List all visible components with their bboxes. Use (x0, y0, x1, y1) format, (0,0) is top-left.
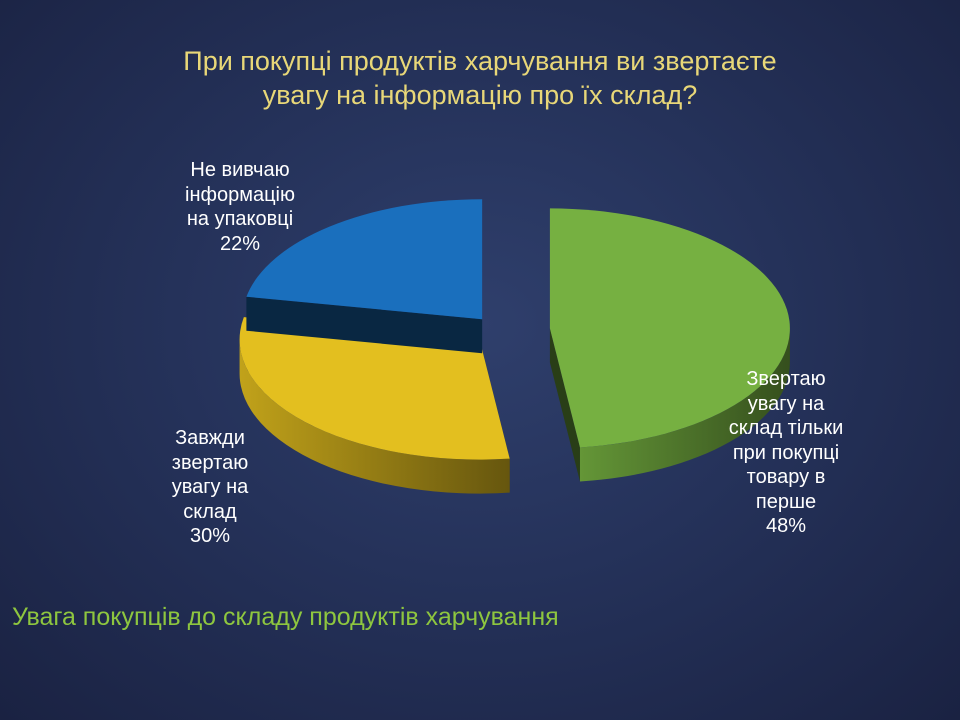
pie-slice-blue (246, 199, 483, 354)
chart-title-line-1: При покупці продуктів харчування ви звер… (183, 46, 777, 76)
pie-slice-green (549, 208, 790, 482)
slice-value-green: 48% (765, 515, 807, 537)
slice-label-yellow: Завжди звертаю увагу на склад 30% (140, 426, 280, 549)
slice-label-green-line-4: при покупці (732, 441, 840, 464)
pie-slice-green-wall (579, 328, 790, 482)
slice-label-yellow-line-2: звертаю (171, 451, 249, 474)
pie-slice-yellow-wall (239, 339, 510, 494)
chart-title: При покупці продуктів харчування ви звер… (60, 44, 900, 112)
pie-slice-yellow-top (239, 317, 510, 460)
pie-slice-blue-top (246, 199, 483, 320)
slice-label-yellow-line-4: склад (183, 500, 237, 523)
slice-label-yellow-line-1: Завжди (175, 427, 245, 449)
slice-label-green: Звертаю увагу на склад тільки при покупц… (696, 367, 876, 539)
slice-label-blue: Не вивчаю інформацію на упаковці 22% (160, 158, 320, 256)
slice-label-blue-line-3: на упаковці (186, 208, 294, 230)
slice-label-blue-line-1: Не вивчаю (190, 159, 290, 181)
slice-label-green-line-1: Звертаю (746, 368, 826, 390)
slice-label-green-line-6: перше (755, 490, 817, 513)
pie-slice-green-side (549, 328, 580, 482)
slice-label-yellow-line-3: увагу на (171, 476, 249, 498)
slide-subtitle: Увага покупців до складу продуктів харчу… (12, 603, 559, 631)
slice-label-green-line-3: склад тільки (728, 417, 844, 439)
slice-value-blue: 22% (219, 232, 261, 255)
slice-label-green-line-5: товару в (746, 466, 826, 488)
pie-slice-green-top (549, 208, 790, 448)
slice-label-blue-line-2: інформацію (185, 183, 295, 206)
chart-title-line-2: увагу на інформацію про їх склад? (262, 80, 698, 110)
slice-value-yellow: 30% (189, 525, 231, 547)
slice-label-green-line-2: увагу на (747, 392, 825, 415)
pie-slice-blue-side (246, 296, 483, 354)
